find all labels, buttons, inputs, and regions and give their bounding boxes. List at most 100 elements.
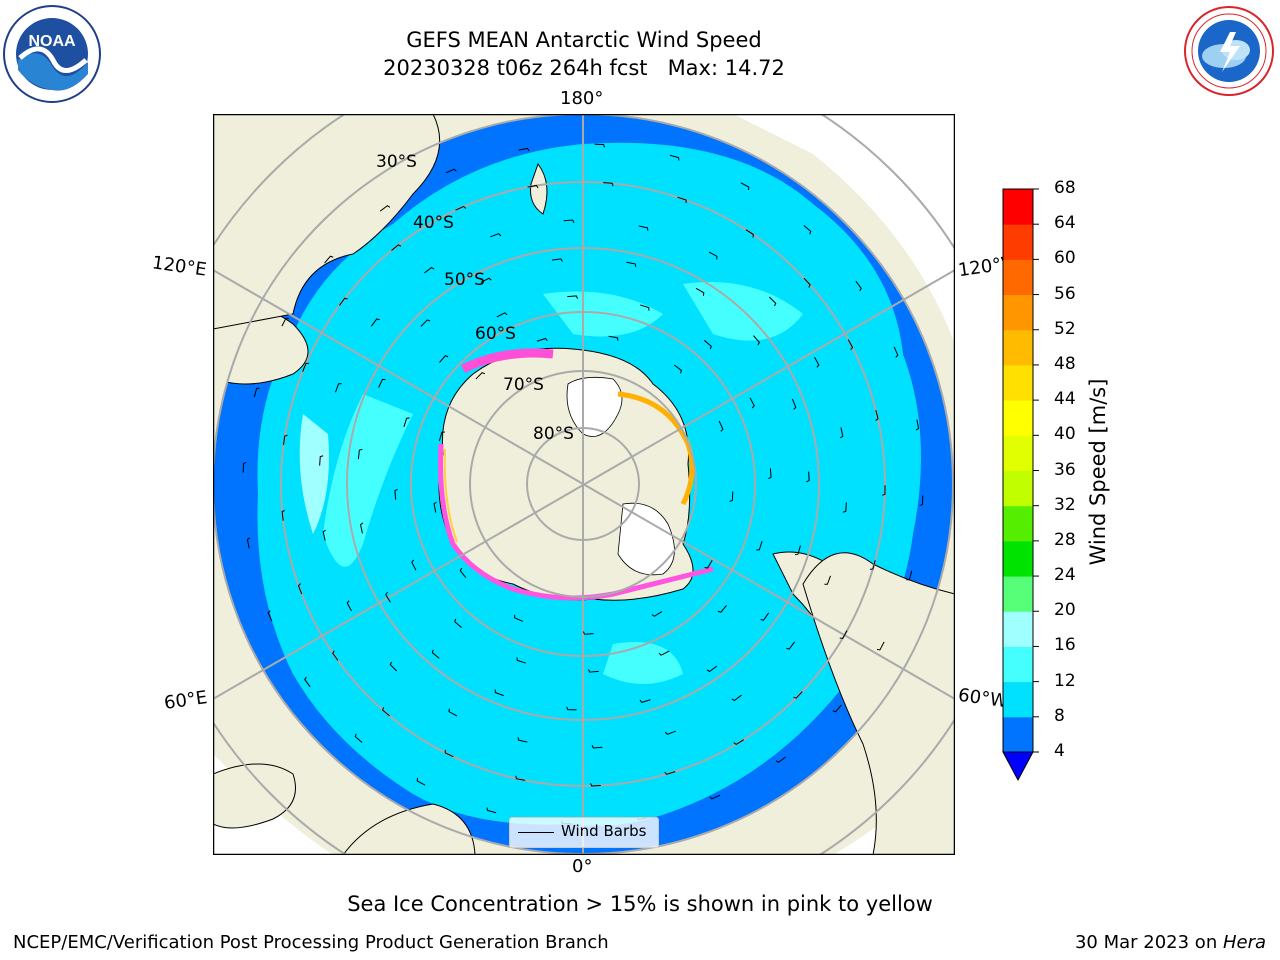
wind-barb: [445, 168, 457, 174]
colorbar-tick-label: 20: [1054, 600, 1076, 621]
wind-barbs: [242, 143, 924, 825]
lon-label-180: 180°: [560, 88, 604, 109]
wind-barb: [385, 591, 391, 603]
lat-label-30s: 30°S: [376, 152, 417, 172]
wind-barb: [753, 335, 760, 346]
footer-date: 30 Mar 2023 on Hera: [1075, 932, 1266, 953]
wind-barb: [793, 691, 803, 699]
wind-barb: [876, 641, 885, 651]
footer-credit: NCEP/EMC/Verification Post Processing Pr…: [13, 932, 609, 953]
wind-barb: [357, 448, 363, 460]
wind-barb: [915, 419, 920, 431]
wind-barb: [709, 794, 721, 800]
wind-barb: [246, 537, 251, 549]
wind-barb: [281, 509, 286, 521]
sea-ice-note: Sea Ice Concentration > 15% is shown in …: [347, 892, 933, 916]
wind-barb: [591, 745, 603, 749]
wind-barb: [551, 258, 563, 262]
wind-barb: [695, 287, 705, 296]
wind-barb: [515, 775, 526, 781]
colorbar-band: [1003, 329, 1033, 366]
wind-barb: [814, 356, 820, 368]
wind-barb: [749, 397, 755, 409]
wind-barb: [567, 295, 579, 299]
wind-barb: [267, 610, 273, 622]
wind-barb: [346, 600, 352, 612]
colorbar-tick-label: 32: [1054, 494, 1076, 515]
colorbar-band: [1003, 681, 1033, 718]
colorbar-tick-label: 60: [1054, 248, 1076, 269]
colorbar-band: [1003, 611, 1033, 647]
wind-barb: [590, 783, 601, 787]
wind-barb: [438, 431, 445, 442]
wind-barb: [603, 182, 614, 187]
wind-barb: [640, 304, 650, 311]
wind-barb: [760, 612, 770, 621]
wind-barb: [379, 205, 391, 212]
wind-barb: [319, 455, 324, 466]
colorbar-tick-label: 24: [1054, 565, 1076, 586]
wind-barb: [786, 641, 796, 650]
wind-barb: [673, 364, 682, 374]
antarctic-map: [213, 114, 955, 855]
wind-barb: [582, 631, 594, 635]
wind-barb: [496, 312, 508, 318]
colorbar-band: [1003, 435, 1033, 471]
colorbar-tick-label: 52: [1054, 318, 1076, 339]
colorbar-band: [1003, 259, 1033, 296]
wind-barb: [594, 143, 606, 148]
wind-barb: [768, 296, 777, 307]
wind-barb: [919, 495, 924, 507]
colorbar-band: [1003, 364, 1033, 401]
wind-barb: [332, 650, 339, 661]
wind-barb: [745, 229, 754, 238]
colorbar-tick-label: 4: [1054, 741, 1065, 761]
wind-barb: [420, 319, 431, 327]
noaa-logo-text: NOAA: [28, 33, 76, 50]
wind-barb: [416, 777, 426, 786]
lat-label-60s: 60°S: [475, 324, 516, 344]
wind-barb: [706, 665, 718, 673]
wind-barb: [832, 704, 842, 713]
wind-barb: [563, 219, 575, 223]
wind-barb: [480, 277, 492, 283]
wind-barb: [806, 471, 810, 483]
wind-barb: [756, 541, 763, 551]
colorbar-band: [1003, 400, 1033, 436]
colorbar-tick-label: 8: [1054, 705, 1065, 726]
nws-logo: [1184, 6, 1274, 96]
wind-barb: [338, 297, 348, 306]
colorbar-band: [1003, 576, 1033, 612]
wind-barb: [708, 251, 718, 260]
wind-barb: [354, 733, 363, 743]
wind-barb: [677, 196, 687, 204]
wind-barbs-legend-label: Wind Barbs: [561, 822, 647, 840]
wind-barb: [370, 318, 380, 327]
colorbar-tick-label: 36: [1054, 459, 1076, 480]
wind-barb: [378, 378, 386, 388]
wind-barb: [297, 583, 303, 595]
wind-barb: [490, 233, 502, 238]
wind-barb: [803, 277, 811, 288]
wind-barb: [651, 611, 663, 617]
footer-date-text: 30 Mar 2023 on: [1074, 932, 1223, 953]
wind-barb: [824, 575, 831, 585]
wind-barb: [840, 427, 844, 439]
wind-barb: [775, 756, 787, 763]
map-title: GEFS MEAN Antarctic Wind Speed: [406, 28, 762, 52]
wind-barb: [626, 261, 637, 267]
lat-label-80s: 80°S: [533, 424, 574, 444]
wind-barb: [704, 340, 712, 350]
wind-barb: [718, 420, 724, 432]
lon-label-60e: 60°E: [162, 687, 209, 714]
colorbar-tick-label: 48: [1054, 353, 1076, 374]
wind-barb: [304, 676, 311, 688]
wind-barb: [242, 461, 247, 473]
lat-label-70s: 70°S: [503, 375, 544, 395]
wind-barb: [403, 417, 410, 427]
wind-barb: [527, 184, 539, 189]
wind-barb: [664, 771, 676, 775]
wind-barb: [587, 669, 599, 673]
colorbar-label: Wind Speed [m/s]: [1086, 378, 1110, 566]
wind-barb: [639, 699, 651, 703]
